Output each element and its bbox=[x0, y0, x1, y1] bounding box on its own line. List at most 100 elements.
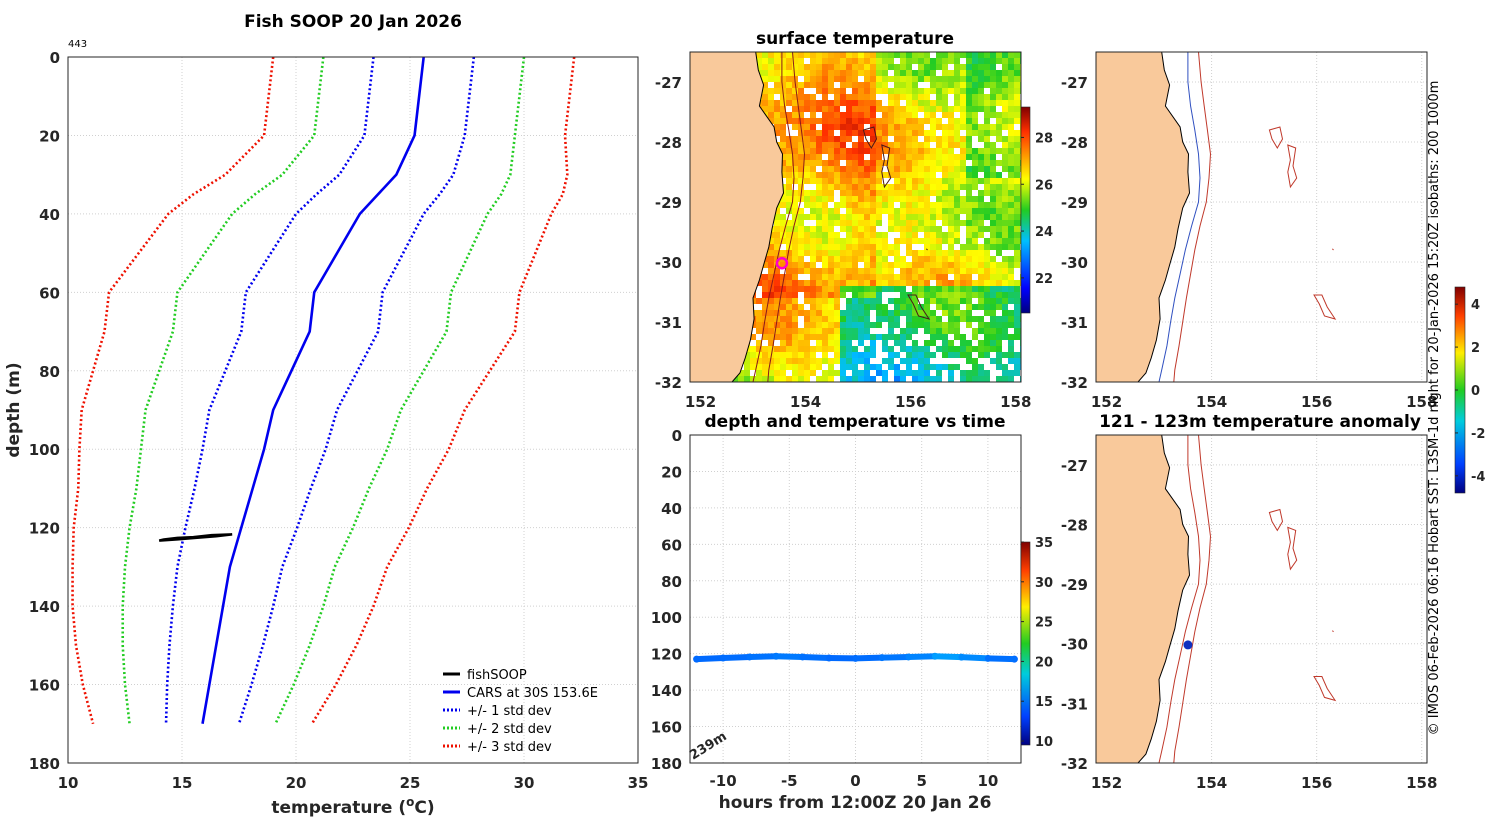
sst-cell bbox=[828, 88, 834, 94]
sst-cell bbox=[786, 184, 792, 190]
sst-cell bbox=[966, 166, 972, 172]
sst-cell bbox=[786, 256, 792, 262]
sst-cell bbox=[876, 70, 882, 76]
sst-cell bbox=[1002, 64, 1008, 70]
sst-cell bbox=[828, 310, 834, 316]
sst-cell bbox=[780, 226, 786, 232]
sst-cell bbox=[822, 292, 828, 298]
map-xtick-label: 152 bbox=[1091, 774, 1122, 792]
sst-cell bbox=[798, 220, 804, 226]
sst-cell bbox=[924, 364, 930, 370]
sst-cell bbox=[888, 190, 894, 196]
sst-cell bbox=[828, 364, 834, 370]
sst-cell bbox=[894, 214, 900, 220]
sst-cell bbox=[888, 58, 894, 64]
sst-cell bbox=[906, 304, 912, 310]
sst-cell bbox=[798, 268, 804, 274]
sst-cell bbox=[966, 352, 972, 358]
sst-cell bbox=[846, 334, 852, 340]
sst-cell bbox=[762, 94, 768, 100]
sst-cell bbox=[756, 346, 762, 352]
sst-cell bbox=[876, 304, 882, 310]
sst-cell bbox=[924, 352, 930, 358]
sst-cell bbox=[762, 304, 768, 310]
sst-cell bbox=[840, 262, 846, 268]
sst-cell bbox=[954, 184, 960, 190]
sst-cell bbox=[810, 160, 816, 166]
sst-cell bbox=[942, 352, 948, 358]
map-ytick-label: -27 bbox=[1061, 74, 1088, 92]
sst-cell bbox=[906, 202, 912, 208]
sst-cell bbox=[768, 364, 774, 370]
sst-cell bbox=[918, 94, 924, 100]
sst-cell bbox=[858, 232, 864, 238]
sst-cell bbox=[846, 166, 852, 172]
sst-cell bbox=[996, 364, 1002, 370]
cars-mean-line bbox=[201, 57, 425, 725]
sst-cell bbox=[774, 304, 780, 310]
sst-cell bbox=[786, 304, 792, 310]
sst-title: surface temperature bbox=[756, 29, 954, 49]
sst-cell bbox=[948, 286, 954, 292]
sst-cell bbox=[1002, 82, 1008, 88]
sst-cell bbox=[816, 340, 822, 346]
sst-cell bbox=[888, 262, 894, 268]
sst-cell bbox=[822, 280, 828, 286]
sst-cell bbox=[984, 286, 990, 292]
sst-cell bbox=[966, 298, 972, 304]
sst-cell bbox=[744, 370, 750, 376]
sst-cell bbox=[852, 130, 858, 136]
depth-time-grid bbox=[690, 434, 1021, 764]
anomaly-colorbar-label: -2 bbox=[1471, 427, 1485, 442]
sst-cell bbox=[906, 100, 912, 106]
sst-cell bbox=[840, 100, 846, 106]
sst-cell bbox=[996, 280, 1002, 286]
sst-cell bbox=[948, 196, 954, 202]
sst-cell bbox=[822, 208, 828, 214]
map-ytick-label: -31 bbox=[1061, 314, 1088, 332]
sst-cell bbox=[972, 160, 978, 166]
sst-cell bbox=[942, 142, 948, 148]
sst-cell bbox=[894, 220, 900, 226]
sst-cell bbox=[924, 190, 930, 196]
sst-cell bbox=[948, 352, 954, 358]
sst-cell bbox=[798, 370, 804, 376]
sst-cell bbox=[792, 292, 798, 298]
sst-cell bbox=[996, 340, 1002, 346]
sst-cell bbox=[774, 364, 780, 370]
sst-cell bbox=[864, 370, 870, 376]
sst-cell bbox=[948, 58, 954, 64]
sst-cell bbox=[810, 154, 816, 160]
sst-cell bbox=[1002, 136, 1008, 142]
sst-cell bbox=[906, 154, 912, 160]
sst-cell bbox=[768, 112, 774, 118]
sst-cell bbox=[912, 310, 918, 316]
sst-cell bbox=[1014, 88, 1020, 94]
sst-cell bbox=[906, 214, 912, 220]
sst-cell bbox=[792, 202, 798, 208]
sst-cell bbox=[1002, 148, 1008, 154]
sst-cell bbox=[954, 304, 960, 310]
sst-cell bbox=[960, 196, 966, 202]
sst-cell bbox=[882, 112, 888, 118]
sst-cell bbox=[1008, 346, 1014, 352]
sst-cell bbox=[864, 166, 870, 172]
sst-cell bbox=[780, 52, 786, 58]
sst-cell bbox=[810, 208, 816, 214]
sst-cell bbox=[864, 130, 870, 136]
sst-cell bbox=[900, 274, 906, 280]
sst-cell bbox=[900, 334, 906, 340]
sst-cell bbox=[870, 106, 876, 112]
sst-cell bbox=[876, 214, 882, 220]
sst-cell bbox=[978, 220, 984, 226]
sst-cell bbox=[924, 184, 930, 190]
sst-cell bbox=[942, 340, 948, 346]
sst-cell bbox=[936, 208, 942, 214]
sst-cell bbox=[906, 316, 912, 322]
sst-cell bbox=[822, 352, 828, 358]
sst-cell bbox=[756, 298, 762, 304]
profile-xlabel-start: temperature ( bbox=[271, 798, 406, 818]
sst-cell bbox=[840, 148, 846, 154]
sst-cell bbox=[858, 64, 864, 70]
sst-cell bbox=[840, 292, 846, 298]
